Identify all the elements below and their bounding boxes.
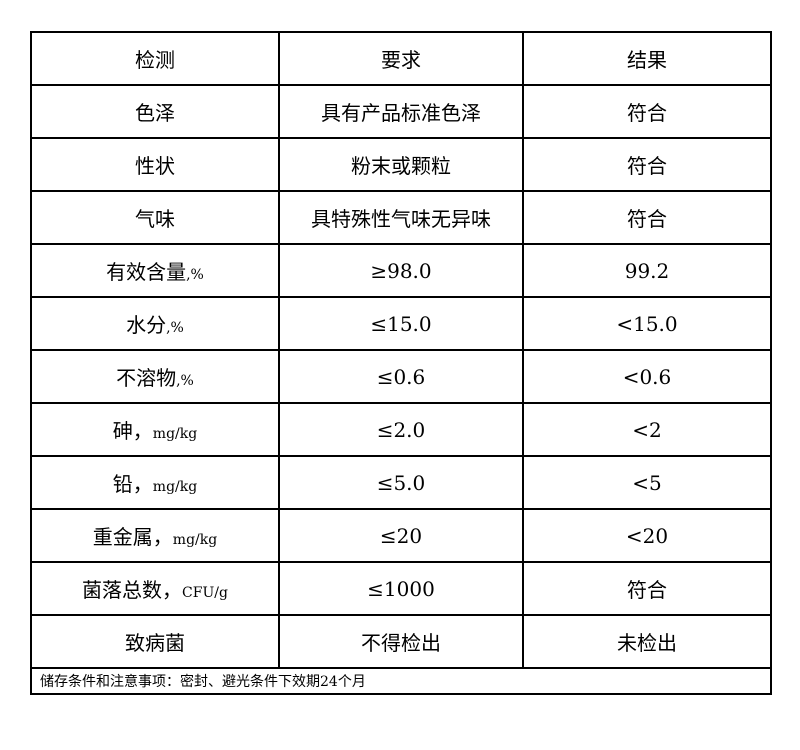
result-cell: 符合 bbox=[522, 137, 772, 192]
inspection-table: 检测 要求 结果 色泽 具有产品标准色泽 符合 性状 粉末或颗粒 符合 气味 具特殊性气味无异… bbox=[30, 31, 772, 695]
header-test: 检测 bbox=[30, 31, 280, 86]
requirement-cell: 具特殊性气味无异味 bbox=[278, 190, 524, 245]
header-result: 结果 bbox=[522, 31, 772, 86]
test-item: 气味 bbox=[30, 190, 280, 245]
item-unit: ,% bbox=[176, 373, 194, 389]
test-item: 有效含量,% bbox=[30, 243, 280, 298]
test-item: 菌落总数，CFU/g bbox=[30, 561, 280, 616]
item-name: 菌落总数， bbox=[82, 578, 183, 602]
requirement-cell: 不得检出 bbox=[278, 614, 524, 669]
item-unit: CFU/g bbox=[182, 585, 228, 601]
result-cell: 未检出 bbox=[522, 614, 772, 669]
item-name: 气味 bbox=[135, 207, 175, 231]
result-cell: 符合 bbox=[522, 84, 772, 139]
table-row: 砷，mg/kg ≤2.0 <2 bbox=[30, 402, 772, 457]
requirement-cell: 粉末或颗粒 bbox=[278, 137, 524, 192]
requirement-cell: 具有产品标准色泽 bbox=[278, 84, 524, 139]
item-unit: mg/kg bbox=[152, 426, 198, 442]
table-row: 菌落总数，CFU/g ≤1000 符合 bbox=[30, 561, 772, 616]
requirement-cell: ≤2.0 bbox=[278, 402, 524, 457]
item-unit: ,% bbox=[186, 267, 204, 283]
result-cell: 99.2 bbox=[522, 243, 772, 298]
footer-row: 储存条件和注意事项：密封、避光条件下效期24个月 bbox=[30, 667, 772, 695]
storage-note: 储存条件和注意事项：密封、避光条件下效期24个月 bbox=[30, 667, 772, 695]
test-item: 水分,% bbox=[30, 296, 280, 351]
requirement-cell: ≤15.0 bbox=[278, 296, 524, 351]
test-item: 砷，mg/kg bbox=[30, 402, 280, 457]
requirement-cell: ≥98.0 bbox=[278, 243, 524, 298]
item-name: 致病菌 bbox=[125, 631, 185, 655]
header-requirement: 要求 bbox=[278, 31, 524, 86]
test-item: 性状 bbox=[30, 137, 280, 192]
result-cell: 符合 bbox=[522, 190, 772, 245]
table-row: 性状 粉末或颗粒 符合 bbox=[30, 137, 772, 192]
table-row: 气味 具特殊性气味无异味 符合 bbox=[30, 190, 772, 245]
result-cell: <20 bbox=[522, 508, 772, 563]
table-row: 水分,% ≤15.0 <15.0 bbox=[30, 296, 772, 351]
item-name: 不溶物 bbox=[116, 366, 177, 390]
item-name: 性状 bbox=[135, 154, 175, 178]
item-name: 色泽 bbox=[135, 101, 175, 125]
test-item: 重金属，mg/kg bbox=[30, 508, 280, 563]
result-cell: 符合 bbox=[522, 561, 772, 616]
item-name: 重金属， bbox=[92, 525, 173, 549]
table-row: 重金属，mg/kg ≤20 <20 bbox=[30, 508, 772, 563]
requirement-cell: ≤5.0 bbox=[278, 455, 524, 510]
test-item: 铅，mg/kg bbox=[30, 455, 280, 510]
requirement-cell: ≤1000 bbox=[278, 561, 524, 616]
table-row: 色泽 具有产品标准色泽 符合 bbox=[30, 84, 772, 139]
result-cell: <5 bbox=[522, 455, 772, 510]
result-cell: <0.6 bbox=[522, 349, 772, 404]
item-name: 铅， bbox=[112, 472, 153, 496]
table-row: 有效含量,% ≥98.0 99.2 bbox=[30, 243, 772, 298]
header-row: 检测 要求 结果 bbox=[30, 31, 772, 86]
item-unit: mg/kg bbox=[172, 532, 218, 548]
result-cell: <2 bbox=[522, 402, 772, 457]
requirement-cell: ≤20 bbox=[278, 508, 524, 563]
requirement-cell: ≤0.6 bbox=[278, 349, 524, 404]
test-item: 不溶物,% bbox=[30, 349, 280, 404]
item-name: 砷， bbox=[112, 419, 153, 443]
item-unit: mg/kg bbox=[152, 479, 198, 495]
item-name: 水分 bbox=[126, 313, 167, 337]
table-row: 致病菌 不得检出 未检出 bbox=[30, 614, 772, 669]
table-row: 不溶物,% ≤0.6 <0.6 bbox=[30, 349, 772, 404]
result-cell: <15.0 bbox=[522, 296, 772, 351]
item-unit: ,% bbox=[166, 320, 184, 336]
test-item: 色泽 bbox=[30, 84, 280, 139]
test-item: 致病菌 bbox=[30, 614, 280, 669]
item-name: 有效含量 bbox=[106, 260, 187, 284]
table-row: 铅，mg/kg ≤5.0 <5 bbox=[30, 455, 772, 510]
